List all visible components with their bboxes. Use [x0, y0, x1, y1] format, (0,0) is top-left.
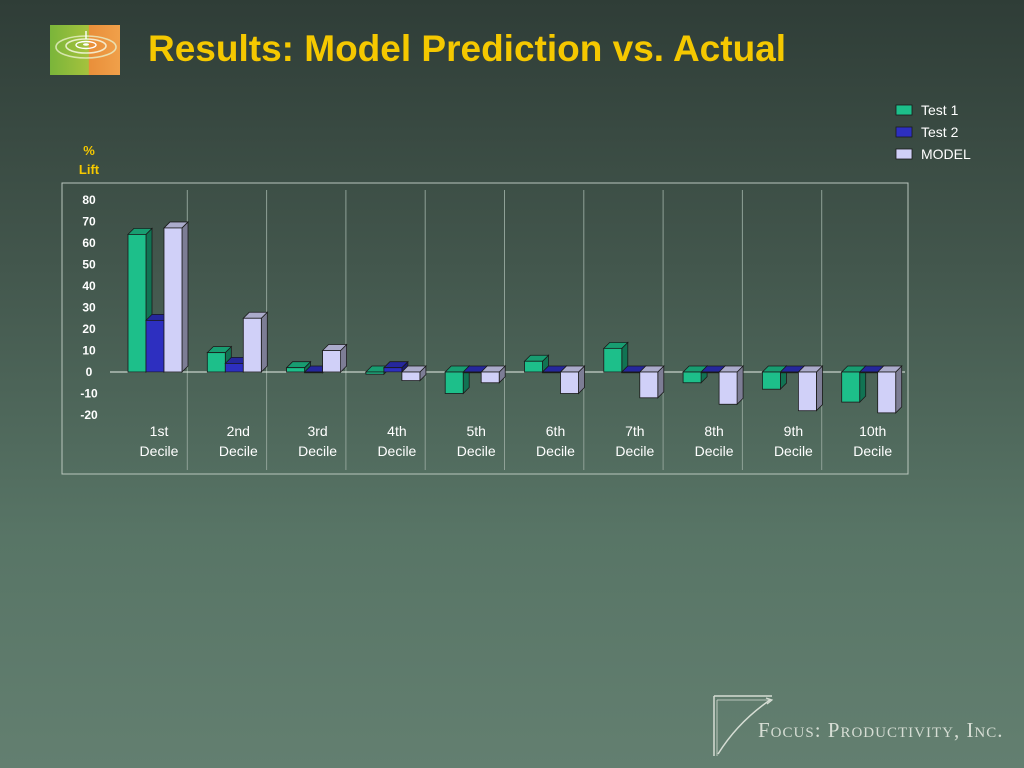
bar-model-10: [876, 365, 903, 414]
bar-model-6: [559, 365, 586, 395]
x-tick-label: 7th: [625, 423, 644, 439]
x-tick-label: Decile: [774, 443, 813, 459]
x-tick-label: 5th: [466, 423, 485, 439]
y-tick-label: 50: [82, 258, 96, 272]
legend-swatch-3: [895, 148, 913, 160]
y-tick-label: 20: [82, 322, 96, 336]
bar-model-7: [638, 365, 665, 399]
x-tick-label: Decile: [377, 443, 416, 459]
bar-model-9: [797, 365, 824, 412]
bar-test-1-6: [523, 354, 550, 373]
y-tick-label: 80: [82, 193, 96, 207]
y-axis-label-line1: %: [83, 143, 95, 158]
y-tick-label: 40: [82, 279, 96, 293]
y-tick-label: -20: [80, 408, 98, 422]
x-tick-label: Decile: [695, 443, 734, 459]
x-tick-label: 10th: [859, 423, 886, 439]
bar-test-1-10: [840, 365, 867, 404]
legend-label-2: Test 2: [921, 124, 959, 140]
x-tick-label: Decile: [457, 443, 496, 459]
brand-mark-icon: [713, 695, 774, 756]
y-tick-label: -10: [80, 387, 98, 401]
x-tick-label: 1st: [150, 423, 169, 439]
legend-swatch-1: [895, 104, 913, 116]
legend-swatch-2: [895, 126, 913, 138]
legend-label-3: MODEL: [921, 146, 971, 162]
ripple-logo-icon: [50, 25, 120, 75]
x-tick-label: 2nd: [227, 423, 250, 439]
x-tick-label: 8th: [704, 423, 723, 439]
y-tick-label: 10: [82, 344, 96, 358]
plot-frame: [61, 182, 909, 475]
x-tick-label: 3rd: [307, 423, 327, 439]
bar-model-4: [400, 365, 427, 382]
x-tick-label: 4th: [387, 423, 406, 439]
y-tick-label: 70: [82, 215, 96, 229]
y-tick-label: 0: [86, 365, 93, 379]
bars-group: [127, 220, 903, 414]
bar-test-1-3: [285, 360, 312, 373]
x-tick-label: Decile: [298, 443, 337, 459]
x-tick-label: Decile: [853, 443, 892, 459]
bar-test-1-8: [682, 365, 709, 384]
bar-model-1: [163, 220, 189, 373]
bar-model-2: [242, 311, 269, 373]
y-tick-label: 60: [82, 236, 96, 250]
y-tick-label: 30: [82, 301, 96, 315]
bar-model-5: [480, 365, 507, 384]
bar-model-3: [321, 343, 348, 373]
y-axis-label-line2: Lift: [79, 162, 100, 177]
brand-name: Focus: Productivity, Inc.: [758, 718, 1004, 742]
x-axis-labels: 1st Decile 2nd Decile 3rd Decile 4th Decile 5th D…: [140, 423, 893, 459]
x-tick-label: Decile: [140, 443, 179, 459]
x-tick-label: Decile: [219, 443, 258, 459]
y-axis-ticks: 80 70 60 50 40 30 20 10 0 -10 -20: [80, 193, 98, 422]
legend: Test 1 Test 2 MODEL: [895, 102, 971, 162]
x-tick-label: 6th: [546, 423, 565, 439]
legend-label-1: Test 1: [921, 102, 959, 118]
bar-test-1-7: [602, 341, 629, 373]
x-tick-label: Decile: [536, 443, 575, 459]
slide-title: Results: Model Prediction vs. Actual: [148, 28, 787, 69]
bar-test-1-5: [444, 365, 471, 395]
bar-model-8: [718, 365, 745, 406]
vertical-gridlines: [186, 190, 823, 470]
x-tick-label: 9th: [784, 423, 803, 439]
x-tick-label: Decile: [615, 443, 654, 459]
bar-test-2-4: [382, 360, 409, 373]
